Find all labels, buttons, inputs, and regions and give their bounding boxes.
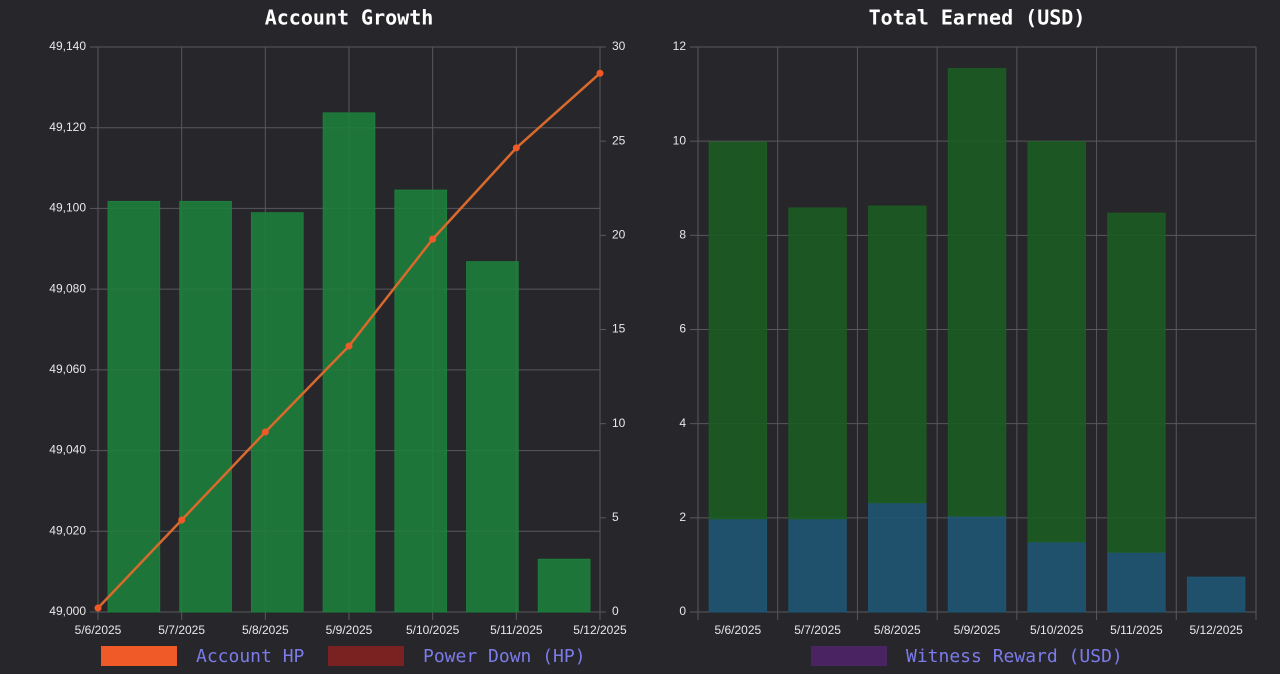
- y-tick-label: 49,120: [49, 120, 86, 134]
- y2-tick-label: 15: [612, 322, 626, 336]
- x-tick-label: 5/6/2025: [714, 623, 761, 637]
- y2-tick-label: 25: [612, 133, 626, 147]
- x-tick-label: 5/6/2025: [75, 623, 122, 637]
- line-point: [261, 428, 269, 436]
- y2-tick-label: 30: [612, 39, 626, 53]
- x-tick-label: 5/10/2025: [1030, 623, 1084, 637]
- line-point: [512, 144, 520, 152]
- x-tick-label: 5/12/2025: [573, 623, 627, 637]
- legend-swatch: [101, 646, 177, 666]
- y-tick-label: 49,040: [49, 443, 86, 457]
- x-tick-label: 5/7/2025: [158, 623, 205, 637]
- x-tick-label: 5/12/2025: [1189, 623, 1243, 637]
- bar: [179, 200, 232, 613]
- x-tick-label: 5/8/2025: [242, 623, 289, 637]
- line-point: [596, 69, 604, 77]
- line-point: [178, 516, 186, 524]
- x-tick-label: 5/8/2025: [874, 623, 921, 637]
- x-tick-label: 5/11/2025: [1110, 623, 1163, 637]
- bar: [250, 212, 304, 613]
- y-tick-label: 0: [679, 604, 686, 618]
- bar: [708, 518, 768, 613]
- line-point: [345, 342, 353, 350]
- bar: [708, 141, 768, 520]
- x-tick-label: 5/10/2025: [406, 623, 460, 637]
- bar: [788, 207, 847, 520]
- line-point: [429, 235, 437, 243]
- x-tick-label: 5/9/2025: [326, 623, 373, 637]
- bar: [1107, 551, 1166, 613]
- y-tick-label: 49,020: [49, 523, 86, 537]
- legend-label: Witness Reward (USD): [906, 646, 1123, 667]
- legend-swatch: [328, 646, 404, 666]
- x-tick-label: 5/11/2025: [490, 623, 543, 637]
- chart-title: Total Earned (USD): [869, 6, 1086, 30]
- y-tick-label: 49,140: [49, 39, 86, 53]
- y-tick-label: 49,100: [49, 201, 86, 215]
- y-tick-label: 2: [679, 510, 686, 524]
- y-tick-label: 49,060: [49, 362, 86, 376]
- chart-title: Account Growth: [265, 6, 434, 30]
- y2-tick-label: 0: [612, 604, 619, 618]
- y-tick-label: 10: [673, 133, 687, 147]
- line-point: [94, 604, 102, 612]
- y-tick-label: 6: [679, 322, 686, 336]
- legend-label: Power Down (HP): [423, 646, 586, 667]
- bar: [1027, 141, 1086, 543]
- bar: [466, 261, 519, 613]
- bar: [537, 558, 591, 613]
- y-tick-label: 49,080: [49, 281, 86, 295]
- x-tick-label: 5/9/2025: [954, 623, 1001, 637]
- bar: [107, 200, 161, 613]
- x-tick-label: 5/7/2025: [794, 623, 841, 637]
- y2-tick-label: 20: [612, 228, 626, 242]
- y-tick-label: 8: [679, 228, 686, 242]
- bar: [868, 205, 927, 504]
- y-tick-label: 49,000: [49, 604, 86, 618]
- bar: [1186, 576, 1246, 613]
- bar: [1107, 212, 1166, 553]
- bar: [947, 68, 1007, 517]
- bar: [1027, 541, 1086, 613]
- bar: [394, 189, 448, 613]
- y2-tick-label: 10: [612, 416, 626, 430]
- legend-swatch: [811, 646, 887, 666]
- y2-tick-label: 5: [612, 510, 619, 524]
- bar: [947, 515, 1007, 613]
- y-tick-label: 4: [679, 416, 686, 430]
- bar: [322, 112, 376, 613]
- bar: [788, 518, 847, 613]
- bar: [868, 502, 927, 613]
- y-tick-label: 12: [673, 39, 687, 53]
- legend-label: Account HP: [196, 646, 305, 667]
